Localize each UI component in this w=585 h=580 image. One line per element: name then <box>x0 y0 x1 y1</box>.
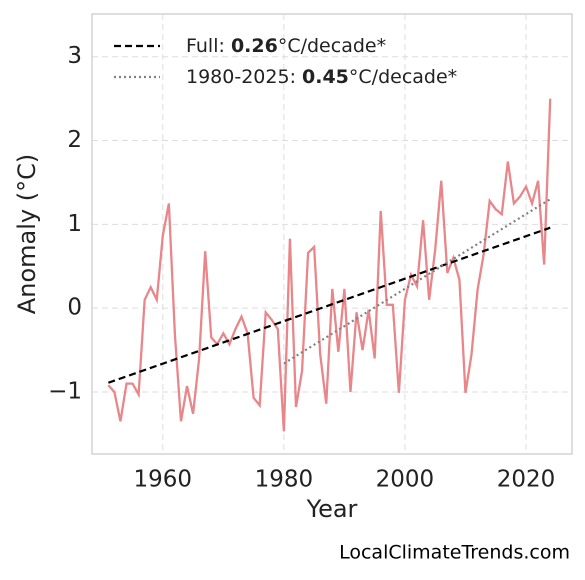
legend-text: °C/decade* <box>349 66 457 88</box>
x-tick-label: 1960 <box>134 467 193 493</box>
y-tick-label: −1 <box>48 378 82 404</box>
watermark: LocalClimateTrends.com <box>339 542 570 564</box>
legend-text: °C/decade* <box>278 35 386 57</box>
x-axis-label: Year <box>306 495 358 523</box>
y-tick-label: 3 <box>67 43 82 69</box>
series-line <box>283 198 551 365</box>
x-tick-label: 2000 <box>376 467 435 493</box>
y-tick-label: 2 <box>67 127 82 153</box>
legend-text: 0.26 <box>231 35 278 57</box>
x-tick-label: 2020 <box>497 467 556 493</box>
legend-label: Full: 0.26°C/decade* <box>186 35 386 57</box>
series-line <box>107 226 551 384</box>
y-axis-label: Anomaly (°C) <box>13 154 41 314</box>
legend-text: Full: <box>186 35 231 57</box>
x-tick-label: 1980 <box>255 467 314 493</box>
series-line <box>107 98 552 432</box>
legend-label: 1980-2025: 0.45°C/decade* <box>186 66 457 88</box>
y-tick-label: 0 <box>67 295 82 321</box>
legend-text: 1980-2025: <box>186 66 302 88</box>
y-tick-label: 1 <box>67 211 82 237</box>
legend-text: 0.45 <box>302 66 349 88</box>
